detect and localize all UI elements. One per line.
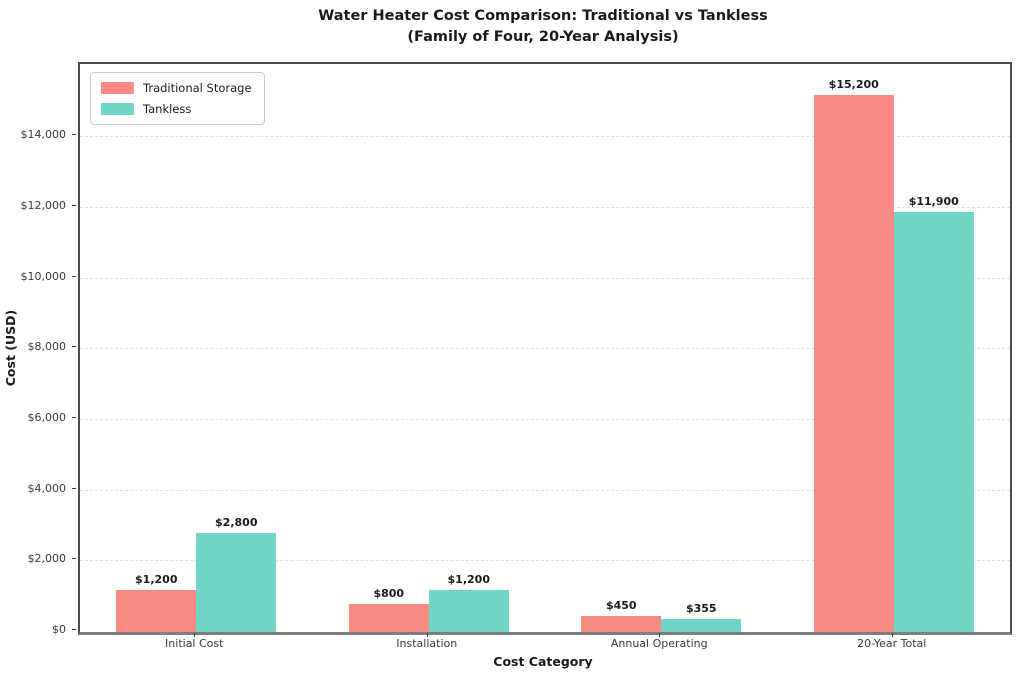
bar-traditional-storage: $800 [348,587,429,632]
y-tick-mark [72,487,76,489]
x-tick-label: Initial Cost [165,637,224,650]
bar-tankless: $1,200 [428,573,509,632]
x-axis-tick-labels: Initial Cost Installation Annual Operating… [78,637,1008,650]
y-tick-label: $0 [52,623,66,636]
bar-tankless: $355 [661,602,742,632]
x-tick-mark [194,633,196,637]
y-tick-mark [72,346,76,348]
chart-title-block: Water Heater Cost Comparison: Traditiona… [78,6,1008,48]
chart-title: Water Heater Cost Comparison: Traditiona… [318,8,768,24]
x-tick-mark [426,633,428,637]
y-tick-mark [72,629,76,630]
gridline [80,489,1010,491]
y-tick-label: $12,000 [20,199,67,213]
gridline [80,136,1010,138]
y-tick-mark [72,275,76,277]
bar-group-20-year-total: $15,200 $11,900 [778,64,1011,632]
gridline [80,348,1010,350]
y-tick-label: $10,000 [20,269,67,283]
legend-label: Tankless [143,102,192,116]
y-tick-label: $4,000 [27,481,67,495]
bar-value-label: $450 [605,599,637,613]
chart-subtitle: (Family of Four, 20-Year Analysis) [407,29,679,45]
x-tick-mark [891,633,893,637]
y-tick-mark [72,134,76,136]
bar-tankless: $2,800 [196,516,277,632]
bar-group-installation: $800 $1,200 [313,64,546,632]
bar-value-label: $15,200 [828,78,879,92]
bar-group-initial-cost: $1,200 $2,800 [80,64,313,632]
y-tick-mark [72,558,76,560]
legend-entry-traditional-storage: Traditional Storage [101,81,252,95]
gridline [80,560,1010,562]
y-tick-label: $2,000 [27,552,67,566]
gridline [80,419,1010,421]
y-tick-label: $8,000 [27,340,67,354]
y-tick-label: $14,000 [20,128,67,142]
bars-container: $1,200 $2,800 $800 $1,200 $450 $355 $15,200 $11… [80,64,1010,632]
bar-traditional-storage: $15,200 [813,78,894,632]
bar-value-label: $2,800 [215,516,258,530]
bar-value-label: $355 [685,602,717,616]
x-axis-tick-marks [78,633,1008,638]
x-tick-label: Annual Operating [610,637,708,650]
bar-group-annual-operating: $450 $355 [545,64,778,632]
legend: Traditional Storage Tankless [90,72,265,125]
legend-swatch [101,82,134,94]
bar-value-label: $1,200 [135,572,178,586]
bar-value-label: $800 [373,586,405,600]
x-tick-label: 20-Year Total [857,637,927,650]
bar-tankless: $11,900 [893,195,974,632]
bar-value-label: $11,900 [908,194,959,208]
y-axis-ticks: $0 $2,000 $4,000 $6,000 $8,000 $10,000 $12,000… [0,62,78,636]
x-tick-label: Installation [396,637,458,650]
bar-traditional-storage: $450 [581,599,662,632]
gridline [80,277,1010,279]
bar-traditional-storage: $1,200 [116,573,197,632]
x-tick-mark [659,633,661,637]
y-tick-label: $6,000 [27,411,67,425]
legend-swatch [101,103,134,115]
legend-entry-tankless: Tankless [101,102,252,116]
gridline [80,207,1010,209]
plot-area: $1,200 $2,800 $800 $1,200 $450 $355 $15,200 $11… [78,62,1012,635]
y-tick-mark [72,205,76,207]
legend-label: Traditional Storage [143,81,252,95]
x-axis-label: Cost Category [493,654,593,669]
bar-value-label: $1,200 [447,572,490,586]
y-tick-mark [72,417,76,419]
